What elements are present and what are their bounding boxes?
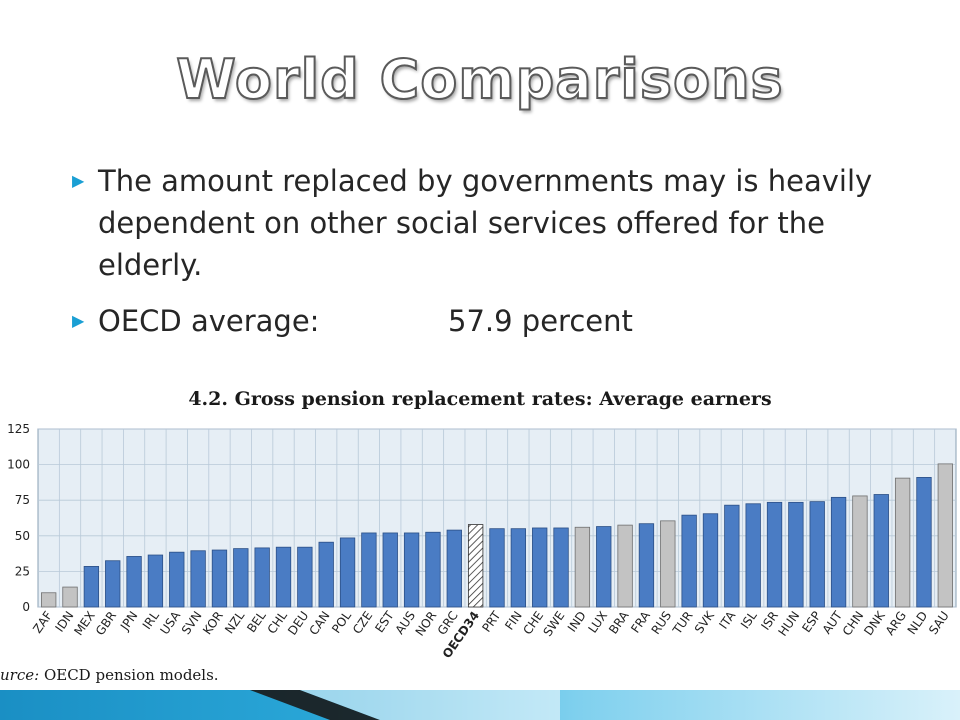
x-tick-label: SVN: [179, 609, 205, 637]
bar-fra: [638, 523, 655, 608]
bar-nzl: [233, 548, 249, 608]
x-tick-label: SVK: [692, 608, 718, 636]
bar-fin: [510, 528, 527, 608]
x-tick-label: HUN: [776, 609, 803, 639]
y-tick-label: 25: [15, 564, 30, 578]
bar-mex: [83, 566, 100, 608]
x-tick-label: ZAF: [30, 609, 55, 636]
x-tick-label: PRT: [479, 608, 503, 635]
bar-lux: [596, 526, 612, 608]
bar-isl: [745, 503, 761, 608]
bar-nld: [916, 477, 932, 608]
bar-bel: [254, 547, 270, 608]
bar-svk: [702, 513, 719, 608]
x-tick-label: TUR: [670, 609, 696, 638]
bullet-text: The amount replaced by governments may i…: [98, 164, 873, 282]
bar-esp: [809, 501, 825, 608]
bar-bra: [617, 524, 633, 608]
bar-swe: [553, 527, 569, 608]
bar-deu: [297, 546, 313, 608]
x-tick-label: POL: [329, 608, 354, 635]
bar-kor: [211, 549, 228, 608]
slide-title: World Comparisons: [175, 47, 784, 112]
x-tick-label: KOR: [200, 609, 226, 638]
x-tick-label: LUX: [585, 609, 610, 636]
y-tick-label: 125: [7, 422, 30, 436]
average-label: OECD average:: [98, 304, 320, 338]
x-tick-label: FRA: [628, 608, 653, 635]
bar-zaf: [41, 592, 57, 608]
bar-can: [318, 541, 334, 608]
bar-rus: [660, 520, 676, 608]
bar-aut: [830, 496, 847, 608]
average-value: 57.9 percent: [448, 304, 633, 338]
bar-gbr: [105, 560, 121, 608]
x-tick-label: BEL: [244, 608, 269, 635]
bar-grc: [446, 529, 462, 608]
bar-dnk: [873, 494, 889, 608]
bar-che: [532, 527, 548, 608]
bar-prt: [489, 528, 505, 608]
x-tick-label: RUS: [649, 609, 675, 637]
x-tick-label: DEU: [285, 609, 311, 638]
source-text: OECD pension models.: [43, 666, 219, 684]
chart-source: urce: OECD pension models.: [0, 666, 219, 684]
y-tick-label: 75: [15, 493, 30, 507]
x-tick-label: BRA: [606, 608, 632, 637]
bar-usa: [169, 551, 185, 608]
x-tick-label: ITA: [716, 608, 738, 632]
x-tick-label: ISL: [738, 608, 760, 631]
bottom-decoration: [0, 690, 960, 720]
bar-nor: [425, 531, 441, 608]
bar-ind: [574, 526, 591, 608]
bar-arg: [894, 477, 911, 608]
y-tick-label: 0: [22, 600, 30, 614]
bar-pol: [339, 537, 356, 608]
bar-irl: [147, 554, 164, 608]
x-tick-label: EST: [372, 608, 397, 635]
bar-aus: [403, 532, 420, 608]
x-tick-label: IND: [565, 609, 589, 635]
x-tick-label: JPN: [117, 609, 140, 634]
y-tick-label: 50: [15, 529, 30, 543]
bar-isr: [766, 501, 783, 608]
bar-ita: [724, 504, 740, 608]
bar-jpn: [126, 556, 142, 608]
x-tick-label: NLD: [905, 609, 931, 637]
bar-tur: [681, 514, 697, 608]
x-tick-label: GBR: [93, 609, 119, 638]
x-tick-label: CAN: [307, 609, 333, 638]
bar-svn: [190, 550, 206, 608]
bullet-item-average: ▶ OECD average: 57.9 percent: [72, 300, 892, 342]
x-tick-label: ARG: [883, 609, 909, 638]
x-tick-label: MEX: [71, 609, 97, 638]
bullet-item: ▶ The amount replaced by governments may…: [72, 160, 892, 286]
x-tick-label: NZL: [222, 608, 247, 636]
x-tick-label: CHN: [840, 609, 867, 639]
bar-chn: [852, 495, 868, 608]
bullet-arrow-icon: ▶: [72, 171, 85, 190]
bar-cze: [361, 532, 377, 608]
bar-idn: [62, 586, 78, 608]
x-tick-label: ESP: [799, 609, 823, 635]
chart-title: 4.2. Gross pension replacement rates: Av…: [188, 388, 772, 410]
bar-oecd34: [467, 524, 484, 608]
bar-chl: [275, 546, 292, 608]
bar-sau: [937, 463, 953, 608]
x-tick-label: DNK: [861, 608, 888, 638]
source-label: urce:: [0, 666, 40, 684]
bar-est: [382, 532, 398, 608]
x-tick-label: CZE: [350, 609, 375, 637]
x-tick-label: SWE: [541, 609, 568, 639]
bar-hun: [788, 501, 804, 608]
x-tick-label: CHL: [265, 608, 290, 636]
y-tick-label: 100: [7, 458, 30, 472]
x-tick-label: SAU: [926, 609, 952, 637]
x-tick-label: USA: [158, 608, 184, 637]
bullet-list: ▶ The amount replaced by governments may…: [72, 160, 892, 356]
bullet-arrow-icon: ▶: [72, 311, 85, 330]
x-tick-label: NOR: [413, 609, 440, 639]
